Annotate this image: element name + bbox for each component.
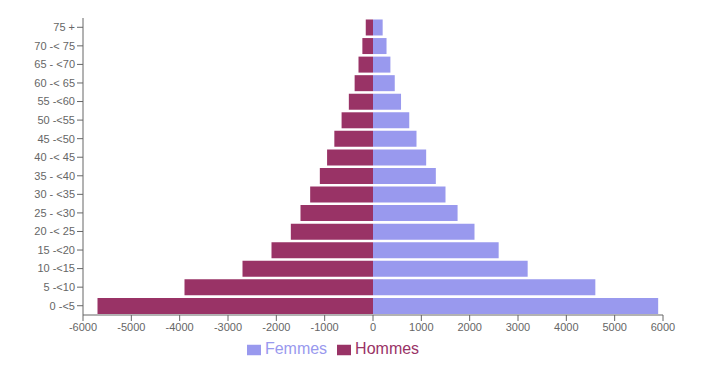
svg-text:-4000: -4000 [166,321,194,333]
svg-text:3000: 3000 [506,321,530,333]
svg-text:10 -<15: 10 -<15 [37,262,75,274]
svg-text:40 -< 45: 40 -< 45 [34,151,75,163]
svg-text:70 -< 75: 70 -< 75 [34,40,75,52]
html-text:Femmes: Femmes [264,340,328,357]
svg-text:20 -< 25: 20 -< 25 [34,225,75,237]
svg-text:0 -<5: 0 -<5 [50,300,75,312]
html-text:Hommes: Hommes [355,340,420,357]
svg-text:4000: 4000 [554,321,578,333]
svg-text:1000: 1000 [409,321,433,333]
svg-text:65 - <70: 65 - <70 [34,58,75,70]
svg-text:25 - <30: 25 - <30 [34,207,75,219]
svg-text:35 - <40: 35 - <40 [34,170,75,182]
svg-text:75 +: 75 + [53,21,75,33]
svg-text:55 -<60: 55 -<60 [37,95,75,107]
svg-text:15 -<20: 15 -<20 [37,244,75,256]
svg-text:6000: 6000 [651,321,675,333]
svg-text:-5000: -5000 [117,321,145,333]
svg-text:2000: 2000 [457,321,481,333]
svg-text:-2000: -2000 [262,321,290,333]
svg-text:-6000: -6000 [69,321,97,333]
svg-text:5000: 5000 [602,321,626,333]
svg-text:45 -<50: 45 -<50 [37,133,75,145]
svg-text:50 -<55: 50 -<55 [37,114,75,126]
svg-text:0: 0 [370,321,376,333]
svg-text:-3000: -3000 [214,321,242,333]
svg-text:30 - <35: 30 - <35 [34,188,75,200]
svg-text:60 -< 65: 60 -< 65 [34,77,75,89]
svg-text:-1000: -1000 [311,321,339,333]
svg-text:5 -<10: 5 -<10 [44,281,76,293]
